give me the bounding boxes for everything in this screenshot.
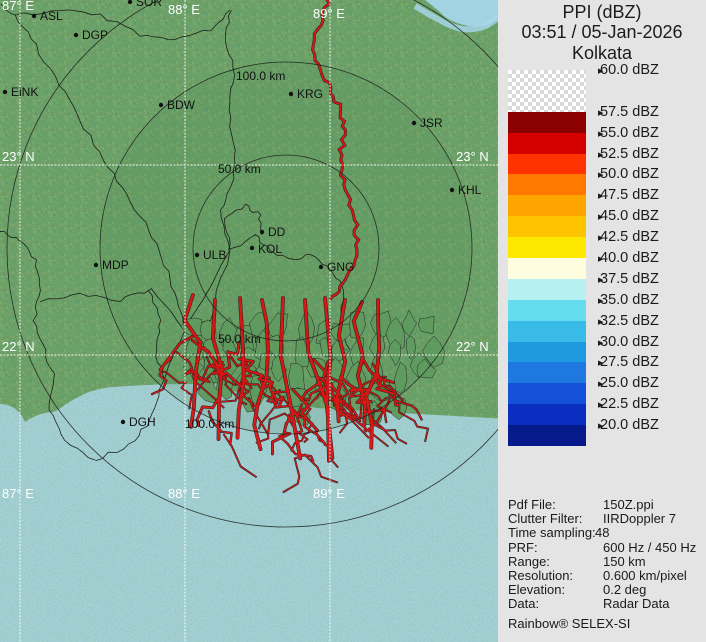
svg-text:DD: DD [268,225,286,239]
svg-text:89° E: 89° E [313,6,345,21]
svg-text:22° N: 22° N [2,339,35,354]
svg-text:88° E: 88° E [168,486,200,501]
svg-text:100.0 km: 100.0 km [185,417,234,431]
svg-text:87° E: 87° E [2,0,34,13]
svg-text:50.0 km: 50.0 km [218,332,261,346]
svg-text:ASL: ASL [40,9,63,23]
svg-text:SOR: SOR [136,0,162,9]
svg-text:KRG: KRG [297,87,323,101]
svg-text:DGP: DGP [82,28,108,42]
svg-text:GNG: GNG [327,260,354,274]
svg-text:100.0 km: 100.0 km [236,69,285,83]
svg-text:88° E: 88° E [168,2,200,17]
svg-text:KOL: KOL [258,242,282,256]
svg-text:BDW: BDW [167,98,196,112]
svg-text:50.0 km: 50.0 km [218,162,261,176]
svg-text:22° N: 22° N [456,339,489,354]
svg-text:KHL: KHL [458,183,482,197]
svg-text:23° N: 23° N [456,149,489,164]
svg-text:89° E: 89° E [313,486,345,501]
svg-text:JSR: JSR [420,116,443,130]
svg-text:87° E: 87° E [2,486,34,501]
svg-text:DGH: DGH [129,415,156,429]
svg-text:EiNK: EiNK [11,85,38,99]
svg-text:23° N: 23° N [2,149,35,164]
svg-text:ULB: ULB [203,248,226,262]
svg-text:MDP: MDP [102,258,129,272]
